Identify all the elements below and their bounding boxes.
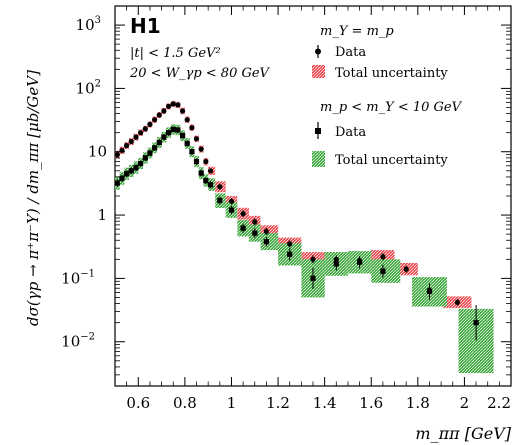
data-point [189,149,195,155]
data-point [142,155,148,161]
data-point [310,256,316,262]
data-point [189,125,195,131]
x-tick-label: 2 [460,394,470,412]
y-tick-label: 10−1 [61,268,95,287]
data-point [175,102,181,108]
uncertainty-band [371,259,401,283]
x-tick-label: 0.6 [126,394,150,412]
data-point [180,133,186,139]
data-point [156,139,162,146]
data-point [180,108,186,114]
data-point [263,239,269,245]
axis-ticks: 0.6 0.8 1 1.2 1.4 1.6 1.8 2 2.2 10−2 10−1 1 10 102 103 [61,5,512,412]
data-point [310,275,316,281]
y-tick-label: 102 [76,78,101,97]
x-tick-label: 1.2 [266,394,290,412]
data-point [119,175,125,181]
data-point [175,127,181,133]
data-point [252,219,258,225]
y-tick-label: 10 [88,143,107,161]
data-point [333,261,339,267]
data-points-elastic [114,101,460,306]
x-tick-label: 1.6 [359,394,383,412]
cut-t: |t| < 1.5 GeV² [130,46,221,61]
data-point [152,117,158,123]
data-point [156,112,162,118]
legend-diss-unc-label: Total uncertainty [335,153,448,168]
data-point [128,138,134,145]
data-point [228,207,235,213]
data-point [114,180,120,186]
data-point [161,108,167,114]
data-point [198,146,204,152]
legend-diss-title: m_p < m_Y < 10 GeV [320,100,463,115]
data-point [147,121,153,127]
legend-diss-data-label: Data [335,125,366,140]
x-tick-label: 1 [227,394,237,412]
data-point [147,150,153,156]
data-point [207,182,214,188]
x-tick-label: 0.8 [173,394,197,412]
data-point [403,266,409,272]
data-point [357,259,363,265]
data-point [170,101,176,107]
data-point [473,320,479,326]
data-point [142,126,148,132]
legend-elastic-data-marker [315,45,321,58]
data-point [252,230,258,236]
data-point [203,158,209,165]
data-point [263,228,269,235]
data-point [184,140,190,147]
data-point [124,171,130,177]
data-point [454,299,460,305]
data-point [124,143,130,149]
data-point [240,225,246,231]
data-point [184,117,190,123]
y-tick-label: 10−2 [61,332,95,351]
data-point [133,165,139,171]
data-point [287,251,293,257]
plot-frame [114,5,512,387]
data-point [128,168,134,174]
data-point [380,268,386,274]
x-tick-label: 1.8 [406,394,430,412]
legend-diss-data-marker [315,122,321,139]
x-tick-label: 2.2 [487,394,511,412]
data-point [193,158,200,165]
legend-elastic-unc-label: Total uncertainty [335,66,448,81]
data-point [193,136,200,142]
legend-diss-unc-swatch [312,151,325,167]
data-point [166,103,172,109]
data-point [287,241,293,247]
data-point [207,168,214,174]
data-point [240,211,246,217]
uncertainty-band [260,233,279,251]
x-tick-label: 1.4 [313,394,337,412]
data-point [198,170,204,176]
y-axis-label: dσ(γp → π⁺π⁻Y) / dm_ππ [μb/GeV] [24,70,42,326]
data-point [228,198,235,204]
legend-elastic-unc-swatch [312,65,325,78]
data-point [138,130,144,136]
legend-elastic-data-label: Data [335,45,366,60]
x-axis-label: m_ππ [GeV] [415,424,511,443]
data-point [133,134,139,140]
cut-w: 20 < W_γp < 80 GeV [129,66,271,81]
data-point [152,145,158,151]
data-point [166,130,172,136]
legend-elastic-title: m_Y = m_p [320,24,394,39]
data-point [217,184,223,190]
data-point [380,254,386,260]
data-point [217,197,223,204]
data-point [161,134,167,140]
data-point [138,161,144,167]
h1-logo: H1 [130,14,161,38]
data-point [203,178,209,184]
data-point [426,288,433,295]
y-tick-label: 1 [97,206,107,224]
data-point [170,126,176,132]
y-tick-label: 103 [76,15,101,34]
data-points-dissociative [114,126,479,341]
